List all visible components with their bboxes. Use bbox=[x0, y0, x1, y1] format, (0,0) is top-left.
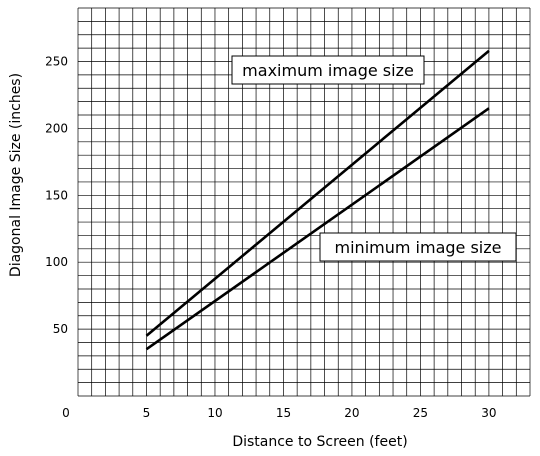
x-tick-label: 25 bbox=[413, 406, 428, 420]
x-tick-label: 5 bbox=[143, 406, 151, 420]
series-line-minimum bbox=[145, 107, 490, 351]
y-axis-title: Diagonal Image Size (inches) bbox=[8, 73, 24, 277]
series-line-maximum bbox=[145, 49, 490, 337]
y-tick-label: 150 bbox=[45, 188, 68, 202]
x-axis-title: Distance to Screen (feet) bbox=[232, 434, 407, 450]
y-tick-label: 50 bbox=[53, 322, 68, 336]
x-tick-label: 15 bbox=[276, 406, 291, 420]
callout-box bbox=[319, 232, 517, 262]
x-tick-label: 10 bbox=[207, 406, 222, 420]
callout-maximum: maximum image size bbox=[231, 55, 425, 85]
series-lines bbox=[145, 49, 490, 351]
y-tick-label: 250 bbox=[45, 55, 68, 69]
series-callouts: maximum image size minimum image size bbox=[231, 55, 517, 262]
x-tick-label: 30 bbox=[481, 406, 496, 420]
callout-label: maximum image size bbox=[242, 61, 414, 80]
y-tick-label: 200 bbox=[45, 121, 68, 135]
callout-box bbox=[231, 55, 425, 85]
x-tick-label: 0 bbox=[62, 406, 70, 420]
callout-minimum: minimum image size bbox=[319, 232, 517, 262]
x-tick-label: 20 bbox=[344, 406, 359, 420]
tick-labels: 0 5 10 15 20 25 30 50 100 150 200 250 bbox=[45, 55, 496, 420]
y-tick-label: 100 bbox=[45, 255, 68, 269]
callout-label: minimum image size bbox=[335, 238, 502, 257]
